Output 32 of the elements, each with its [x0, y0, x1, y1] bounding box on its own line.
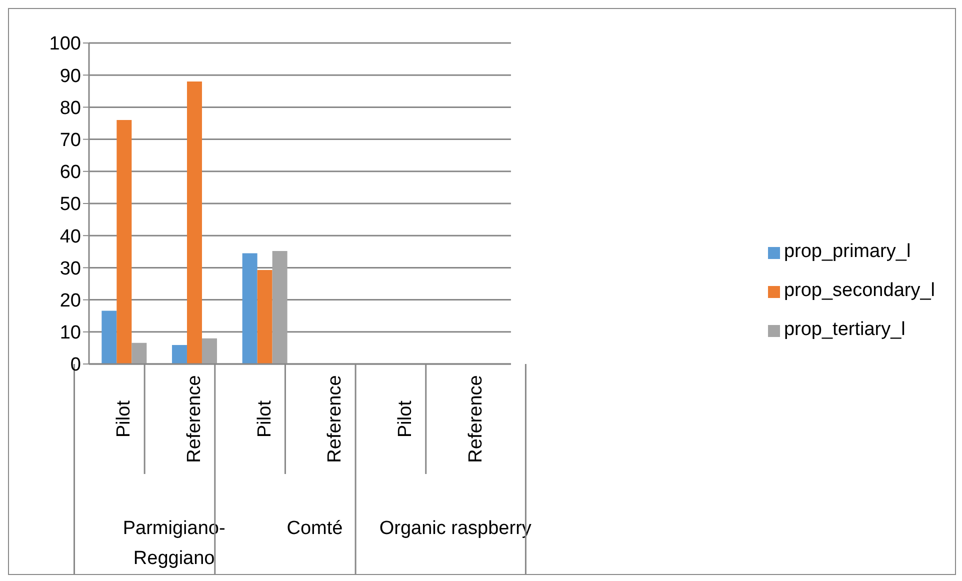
legend-label: prop_secondary_l	[784, 280, 935, 301]
x-tick-label: Pilot	[254, 400, 276, 438]
bar	[132, 342, 147, 364]
bar	[186, 82, 202, 364]
x-tick-label: Pilot	[114, 400, 135, 438]
y-tick-label: 30	[60, 258, 81, 280]
x-tick-label: Reference	[184, 375, 205, 463]
x-tick-label: Reference	[465, 375, 486, 463]
y-tick-label: 40	[60, 226, 81, 248]
bar	[242, 253, 258, 364]
y-tick-label: 0	[70, 354, 81, 376]
y-tick-label: 60	[60, 162, 81, 184]
text: Parmigiano- Reggiano	[122, 518, 226, 569]
y-tick-label: 90	[60, 66, 81, 87]
legend-label: prop_primary_l	[784, 241, 911, 262]
y-tick-label: 50	[60, 194, 81, 216]
y-tick-label: 80	[60, 98, 81, 119]
bar	[257, 270, 272, 364]
legend-label: prop_tertiary_l	[784, 319, 906, 340]
x-tick-label: Pilot	[394, 400, 416, 438]
text: Comté	[286, 518, 343, 539]
y-tick-label: 100	[49, 34, 81, 55]
bar	[102, 310, 117, 364]
y-tick-label: 20	[60, 290, 81, 312]
bar	[272, 251, 288, 364]
x-tick-label: Reference	[324, 375, 346, 463]
y-tick-label: 10	[60, 322, 81, 344]
bar	[172, 345, 187, 364]
text: Organic raspberry	[379, 518, 532, 539]
bar	[116, 120, 132, 364]
y-tick-label: 70	[60, 130, 81, 152]
bar	[202, 338, 217, 364]
